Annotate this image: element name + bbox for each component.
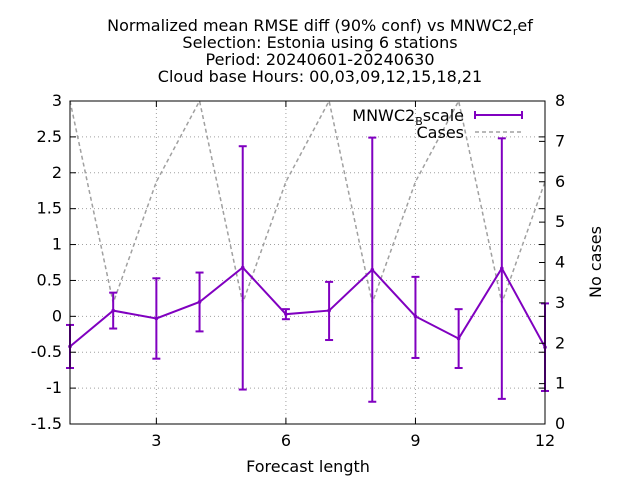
data-point xyxy=(284,312,288,316)
x-axis-label: Forecast length xyxy=(246,457,370,476)
plot-frame xyxy=(69,100,546,425)
y-tick-label: 0.5 xyxy=(37,270,62,289)
cases-series xyxy=(69,98,546,306)
y2-axis-label: No cases xyxy=(586,226,605,298)
x-tick-label: 12 xyxy=(535,431,555,450)
legend-label-cases: Cases xyxy=(417,123,465,142)
chart-title: Normalized mean RMSE diff (90% conf) vs … xyxy=(107,16,533,86)
y2-tick-label: 4 xyxy=(555,253,565,272)
legend-label-mnwc2: MNWC2Bscale xyxy=(352,106,464,128)
data-point xyxy=(456,336,461,341)
y2-tick-label: 8 xyxy=(555,91,565,110)
y-tick-label: -1.5 xyxy=(31,414,62,433)
y-tick-label: -0.5 xyxy=(31,342,62,361)
y-tick-label: 2 xyxy=(52,163,62,182)
x-tick-label: 9 xyxy=(410,431,420,450)
data-point xyxy=(154,316,159,321)
x-tick-label: 6 xyxy=(281,431,291,450)
y-tick-label: 1.5 xyxy=(37,199,62,218)
cases-line xyxy=(69,98,546,306)
data-point xyxy=(327,308,331,313)
data-point xyxy=(197,300,202,304)
title-line-3: Period: 20240601-20240630 xyxy=(205,50,434,69)
data-point xyxy=(413,314,418,319)
y2-tick-label: 2 xyxy=(555,333,565,352)
mnwc2-line xyxy=(69,266,546,348)
title-line-2: Selection: Estonia using 6 stations xyxy=(182,33,457,52)
y2-tick-label: 3 xyxy=(555,293,565,312)
data-point xyxy=(500,266,504,271)
y2-tick-label: 5 xyxy=(555,212,565,231)
y-tick-label: 0 xyxy=(52,306,62,325)
title-line-1: Normalized mean RMSE diff (90% conf) vs … xyxy=(107,16,533,38)
grid xyxy=(70,101,545,424)
data-point xyxy=(370,267,375,272)
y2-tick-label: 0 xyxy=(555,414,565,433)
y2-tick-label: 7 xyxy=(555,131,565,150)
x-tick-label: 3 xyxy=(151,431,161,450)
y2-tick-label: 6 xyxy=(555,172,565,191)
mnwc2-series xyxy=(66,136,549,403)
title-line-4: Cloud base Hours: 00,03,09,12,15,18,21 xyxy=(158,67,482,86)
data-point xyxy=(240,265,245,270)
y-tick-label: 1 xyxy=(52,235,62,254)
y-tick-label: 2.5 xyxy=(37,127,62,146)
y2-tick-label: 1 xyxy=(555,374,565,393)
y-tick-label: -1 xyxy=(46,378,62,397)
legend: MNWC2Bscale Cases xyxy=(352,106,523,142)
data-point xyxy=(111,308,115,313)
y-tick-label: 3 xyxy=(52,91,62,110)
